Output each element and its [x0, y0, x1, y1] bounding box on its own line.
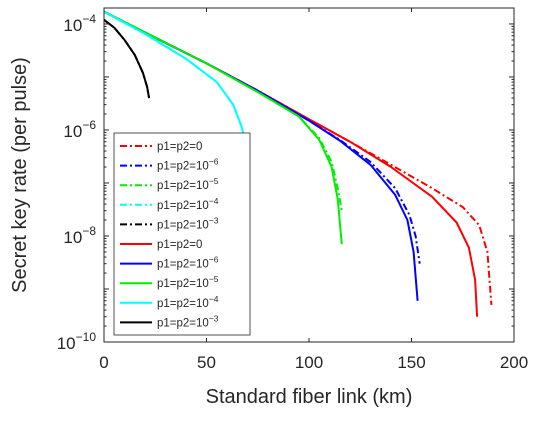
x-tick-label: 0 — [99, 353, 108, 372]
x-tick-label: 150 — [397, 353, 425, 372]
legend-label: p1=p2=10−6 — [157, 255, 219, 271]
x-axis-label: Standard fiber link (km) — [206, 386, 413, 408]
tick-layer: 0 50 100 150 200 10−10 10−8 10−6 10−4 — [57, 7, 528, 372]
legend-label: p1=p2=10−5 — [157, 176, 219, 192]
y-tick-label: 10−6 — [63, 118, 96, 141]
series-line-8 — [103, 10, 343, 245]
legend-label: p1=p2=0 — [157, 239, 202, 251]
y-tick-label: 10−10 — [57, 330, 97, 353]
legend-label: p1=p2=10−3 — [157, 313, 219, 329]
legend-label: p1=p2=0 — [157, 141, 202, 153]
y-axis-label: Secret key rate (per pulse) — [9, 57, 31, 293]
x-tick-label: 200 — [500, 353, 528, 372]
y-tick-label: 10−4 — [63, 12, 96, 35]
legend: p1=p2=0 p1=p2=10−6 p1=p2=10−5 p1=p2=10−4 p1=… — [113, 132, 251, 336]
legend-box — [113, 132, 251, 336]
series-line-10 — [103, 19, 151, 99]
x-tick-label: 50 — [197, 353, 216, 372]
legend-label: p1=p2=10−4 — [157, 196, 219, 212]
legend-label: p1=p2=10−5 — [157, 274, 219, 290]
x-tick-label: 100 — [295, 353, 323, 372]
series-layer — [103, 10, 493, 317]
legend-label: p1=p2=10−4 — [157, 294, 219, 310]
legend-label: p1=p2=10−3 — [157, 215, 219, 231]
y-tick-label: 10−8 — [63, 224, 96, 247]
legend-label: p1=p2=10−6 — [157, 157, 219, 173]
